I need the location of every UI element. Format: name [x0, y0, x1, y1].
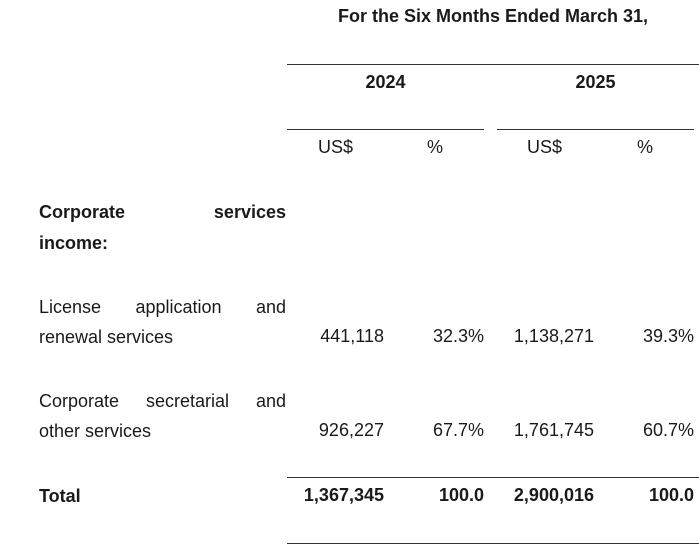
value-2024-usd: 926,227: [318, 420, 384, 440]
value-2025-usd: 1,761,745: [513, 420, 594, 440]
row-label-word: and: [255, 297, 286, 317]
year-2024-rule: [287, 129, 484, 130]
total-2025-usd: 2,900,016: [513, 485, 594, 505]
unit-label-usd-2024: US$: [318, 137, 354, 157]
value-2025-pct: 60.7%: [642, 420, 694, 440]
year-2025-rule: [497, 129, 694, 130]
row-label-word: secretarial: [145, 391, 230, 411]
section-header-line2: income:: [39, 233, 109, 253]
value-2025-pct: 39.3%: [642, 326, 694, 346]
value-2024-pct: 67.7%: [432, 420, 484, 440]
value-2025-usd: 1,138,271: [513, 326, 594, 346]
row-label-line2: renewal services: [39, 327, 174, 347]
row-label-line1: License application and: [39, 297, 286, 318]
total-bottom-rule: [287, 543, 699, 544]
total-2024-usd: 1,367,345: [303, 485, 384, 505]
row-label-word: Corporate: [39, 391, 120, 411]
row-label-word: License: [39, 297, 102, 317]
total-2024-pct: 100.0: [438, 485, 484, 505]
year-header-2025: 2025: [575, 72, 616, 92]
section-header-line1: Corporate services: [39, 202, 286, 223]
total-2025-pct: 100.0: [648, 485, 694, 505]
unit-label-usd-2025: US$: [527, 137, 563, 157]
unit-label-pct-2025: %: [637, 137, 654, 157]
value-2024-usd: 441,118: [320, 326, 384, 346]
total-top-rule: [287, 477, 699, 478]
row-label-word: application: [135, 297, 222, 317]
unit-label-pct-2024: %: [427, 137, 444, 157]
section-header-word: services: [213, 202, 286, 222]
year-header-2024: 2024: [365, 72, 406, 92]
row-label-word: and: [255, 391, 286, 411]
header-top-rule: [287, 64, 699, 65]
value-2024-pct: 32.3%: [432, 326, 484, 346]
period-title: For the Six Months Ended March 31,: [337, 6, 649, 26]
section-header-word: Corporate: [39, 202, 126, 222]
row-label-line1: Corporate secretarial and: [39, 391, 286, 412]
row-label-line2: other services: [39, 421, 152, 441]
total-label: Total: [39, 486, 81, 506]
